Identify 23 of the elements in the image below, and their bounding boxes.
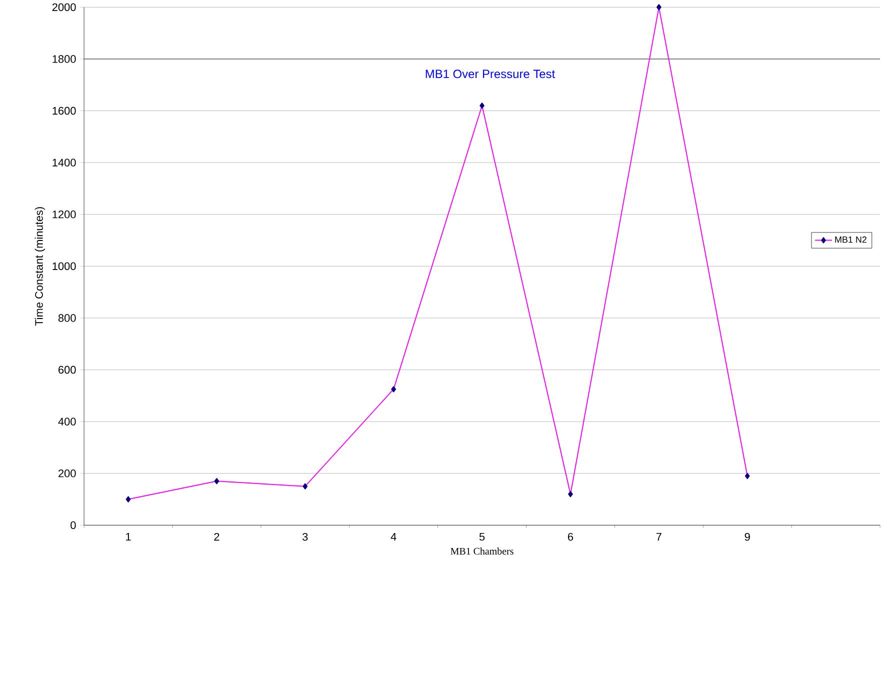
y-tick-label: 1600 [52,106,76,115]
y-tick-label: 400 [58,418,76,426]
y-tick-label: 600 [58,366,76,374]
y-tick-label: 1000 [52,262,76,270]
x-tick-label: 9 [744,532,750,541]
y-tick-label: 2000 [52,3,76,12]
y-axis-title: Time Constant (minutes) [34,207,46,326]
y-tick-label: 200 [58,469,76,478]
x-tick-label: 4 [390,532,396,540]
y-tick-label: 0 [70,521,76,530]
legend-label: MB1 N2 [835,236,866,243]
x-tick-label: 1 [126,532,131,540]
x-tick-label: 3 [302,532,308,541]
x-axis-title: MB1 Chambers [450,548,514,555]
text: MB1 Over Pressure Test [426,70,556,78]
x-tick-label: 6 [568,532,574,541]
y-tick-label: 1200 [52,210,76,218]
y-tick-label: 1800 [52,55,76,63]
y-tick-label: 800 [58,314,76,322]
x-tick-label: 5 [479,532,485,541]
x-tick-label: 2 [214,532,220,541]
x-tick-label: 7 [656,532,662,540]
y-tick-label: 1400 [52,158,76,166]
